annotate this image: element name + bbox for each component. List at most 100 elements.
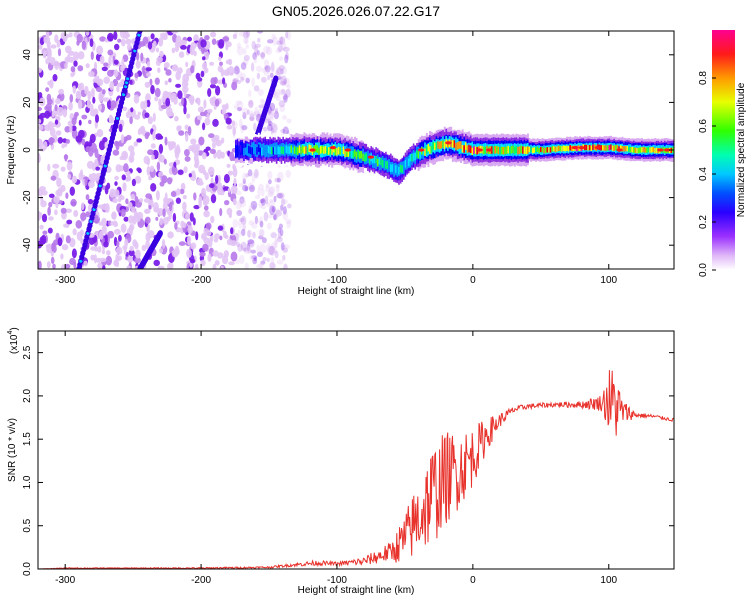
noise-blob [193, 192, 197, 201]
noise-blob [77, 99, 83, 110]
noise-blob [84, 85, 89, 95]
ridge-cell [543, 147, 546, 154]
noise-blob [248, 220, 254, 226]
noise-blob [71, 175, 78, 184]
colorbar-label: Normalized spectral amplitude [736, 82, 747, 217]
noise-blob [139, 198, 144, 203]
noise-blob [188, 173, 192, 178]
noise-blob [256, 251, 263, 258]
noise-blob [251, 255, 258, 260]
ridge-cell [502, 146, 505, 155]
noise-blob [271, 108, 278, 116]
noise-blob [190, 138, 197, 145]
ridge-cell [562, 145, 565, 151]
noise-blob [121, 58, 125, 68]
ridge-cell [430, 145, 433, 154]
noise-blob [55, 130, 62, 136]
noise-blob [276, 185, 280, 194]
noise-blob [260, 51, 266, 60]
noise-blob [89, 110, 97, 117]
noise-blob [175, 83, 182, 88]
noise-blob [203, 210, 210, 218]
noise-blob [267, 39, 274, 44]
noise-blob [58, 88, 64, 95]
ridge-cell [533, 147, 536, 153]
noise-blob [230, 227, 234, 235]
noise-blob [253, 85, 260, 92]
noise-blob [218, 56, 222, 61]
noise-blob [186, 248, 192, 258]
noise-blob [175, 35, 182, 46]
noise-blob [120, 208, 126, 218]
noise-blob [256, 72, 261, 80]
ridge-cell [606, 145, 609, 151]
noise-blob [238, 31, 246, 37]
noise-blob [74, 111, 79, 117]
noise-blob [167, 208, 171, 216]
noise-blob [276, 259, 284, 265]
noise-blob [257, 187, 261, 197]
noise-blob [73, 60, 78, 67]
noise-blob [279, 80, 287, 86]
noise-blob [217, 225, 224, 231]
noise-blob [176, 144, 180, 154]
noise-blob [278, 100, 286, 108]
noise-blob [209, 148, 216, 154]
noise-blob [79, 169, 84, 177]
noise-blob [268, 179, 272, 185]
noise-blob [164, 192, 168, 203]
noise-blob [122, 182, 127, 192]
noise-blob [54, 209, 58, 216]
noise-blob [234, 31, 238, 37]
noise-blob [131, 178, 136, 187]
y-tick-label: 0.0 [22, 562, 33, 576]
noise-blob [152, 130, 156, 141]
noise-blob [263, 211, 269, 222]
ridge-peak [664, 148, 671, 152]
noise-blob [176, 188, 181, 196]
noise-blob [282, 46, 290, 52]
ridge-cell [636, 147, 639, 154]
y-tick-label: 1.0 [22, 475, 33, 489]
noise-blob [107, 32, 114, 42]
ridge-cell [460, 141, 462, 149]
noise-blob [112, 149, 120, 156]
noise-blob [154, 77, 160, 85]
noise-blob [76, 33, 83, 44]
noise-blob [247, 229, 251, 238]
noise-blob [193, 205, 200, 210]
noise-blob [80, 212, 87, 221]
noise-blob [246, 245, 252, 255]
noise-blob [129, 245, 134, 252]
ridge-cell [437, 141, 440, 149]
noise-blob [272, 36, 278, 46]
noise-blob [118, 165, 125, 172]
noise-blob [67, 173, 72, 180]
noise-blob [113, 31, 118, 40]
snr-marks [38, 370, 674, 569]
noise-blob [97, 246, 102, 253]
noise-blob [255, 43, 261, 48]
ridge-cell [243, 148, 246, 156]
noise-blob [226, 67, 230, 76]
noise-blob [65, 139, 71, 144]
noise-blob [198, 136, 205, 146]
noise-blob [179, 188, 185, 195]
noise-blob [77, 83, 83, 91]
ridge-cell [469, 145, 472, 153]
noise-blob [125, 198, 129, 205]
noise-blob [267, 245, 275, 256]
ridge-cell [499, 146, 502, 155]
noise-blob [109, 80, 114, 91]
noise-blob [150, 84, 155, 95]
noise-blob [135, 51, 140, 61]
noise-blob [214, 99, 220, 107]
noise-blob [134, 114, 141, 120]
noise-blob [159, 217, 163, 226]
noise-blob [241, 228, 246, 237]
noise-blob [150, 183, 157, 192]
noise-blob [85, 211, 91, 218]
noise-blob [88, 180, 95, 188]
ridge-cell [412, 153, 415, 161]
noise-blob [228, 261, 235, 266]
